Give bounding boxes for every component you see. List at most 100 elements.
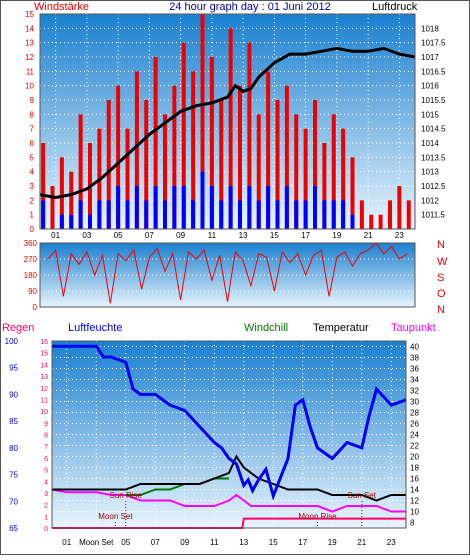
temperature-tick-label: 20 [410, 453, 419, 462]
humidity-label: Luftfeuchte [68, 322, 122, 334]
wind-gust-bar [256, 114, 261, 229]
wind-tick-label: 10 [25, 82, 34, 91]
direction-tick-label: 0 [33, 303, 38, 312]
wind-average-bar [144, 200, 149, 229]
wind-tick-label: 13 [25, 39, 34, 48]
wind-tick-label: 14 [25, 24, 34, 33]
wind-average-bar [238, 200, 242, 229]
wind-x-tick-label: 21 [364, 231, 373, 240]
pressure-tick-label: 1013 [421, 168, 439, 177]
rain-tick-label: 10 [40, 409, 48, 416]
humidity-tick-label: 75 [9, 471, 18, 480]
rain-tick-label: 5 [44, 468, 48, 475]
wind-average-bar [200, 171, 205, 229]
wind-average-bar [181, 186, 186, 229]
rain-tick-label: 8 [44, 433, 48, 440]
pressure-tick-label: 1014 [421, 139, 439, 148]
wind-gust-bar [78, 114, 83, 229]
wind-gust-bar [294, 114, 299, 229]
wind-x-tick-label: 03 [82, 231, 91, 240]
wind-x-ticks: 01 03 05 07 09 11 13 15 17 19 21 23 [51, 231, 404, 240]
wind-gust-bars [41, 14, 411, 230]
chart-title: 24 hour graph day : 01 Juni 2012 [169, 1, 330, 13]
compass-label: S [437, 272, 444, 284]
wind-pressure-panel: 24 hour graph day : 01 Juni 2012 Windstä… [25, 1, 446, 240]
direction-plot-border [39, 242, 416, 308]
wind-gust-bar [266, 71, 271, 229]
rain-tick-label: 6 [44, 456, 48, 463]
pressure-tick-label: 1014.5 [421, 125, 446, 134]
wind-x-tick-label: 11 [208, 231, 217, 240]
temperature-tick-label: 8 [410, 519, 415, 528]
wind-gust-bar [238, 85, 242, 230]
wind-tick-label: 8 [30, 110, 35, 119]
rain-tick-label: 3 [44, 491, 48, 498]
temperature-tick-label: 16 [410, 475, 419, 484]
wind-average-bar [116, 186, 121, 229]
humidity-x-tick-label: 11 [210, 538, 219, 547]
humidity-tick-label: 95 [9, 364, 18, 373]
humidity-x-tick-label: 01 [62, 538, 71, 547]
wind-gust-bar [350, 157, 355, 229]
wind-gust-bar [172, 85, 177, 230]
wind-tick-label: 7 [30, 125, 35, 134]
pressure-tick-label: 1013.5 [421, 153, 446, 162]
wind-direction-line [47, 242, 408, 304]
wind-average-bar [88, 214, 92, 229]
pressure-tick-label: 1012.5 [421, 182, 446, 191]
temperature-tick-label: 34 [410, 376, 419, 385]
pressure-tick-label: 1017.5 [421, 39, 446, 48]
humidity-plot-border [51, 340, 407, 529]
humidity-x-tick-label: 23 [387, 538, 396, 547]
wind-gust-bar [284, 85, 289, 230]
wind-tick-label: 15 [25, 10, 34, 19]
humidity-axis-ticks: 65 70 75 80 85 90 95 100 [5, 337, 19, 533]
wind-gust-bar [59, 157, 64, 229]
wind-average-bar [125, 200, 130, 229]
rain-tick-label: 11 [41, 397, 48, 404]
compass-label: O [437, 288, 446, 300]
wind-average-bar [341, 200, 346, 229]
wind-average-bar [209, 186, 214, 229]
humidity-tick-label: 85 [9, 417, 18, 426]
humidity-x-tick-label: 13 [239, 538, 248, 547]
wind-average-bar [247, 186, 252, 229]
humidity-x-tick-label: Moon Set [79, 538, 114, 547]
wind-average-bar [97, 200, 102, 229]
wind-average-bar [59, 214, 64, 229]
temperature-tick-label: 24 [410, 431, 419, 440]
wind-gust-bar [359, 200, 364, 229]
wind-x-tick-label: 07 [145, 231, 154, 240]
wind-gust-bar [41, 143, 46, 229]
wind-tick-label: 12 [25, 53, 34, 62]
direction-tick-label: 180 [24, 271, 38, 280]
wind-average-bar [313, 186, 317, 229]
wind-gust-bar [303, 128, 308, 229]
wind-average-bar [322, 200, 327, 229]
wind-plot-border [39, 13, 416, 230]
wind-gust-bar [219, 100, 224, 229]
wind-x-tick-label: 13 [239, 231, 248, 240]
wind-plot-area [40, 14, 415, 229]
wind-gust-bar [378, 214, 383, 229]
wind-tick-label: 2 [30, 196, 35, 205]
wind-gust-bar [153, 57, 158, 229]
wind-average-bar [303, 200, 308, 229]
temperature-tick-label: 26 [410, 420, 419, 429]
wind-average-bar [228, 186, 233, 229]
humidity-tick-label: 90 [9, 390, 18, 399]
wind-gust-bar [163, 114, 167, 229]
annotation-label: Moon Rise [298, 512, 337, 521]
wind-x-tick-label: 17 [301, 231, 310, 240]
left-axis-label-wind: Windstärke [34, 1, 89, 13]
pressure-tick-label: 1015 [421, 110, 439, 119]
rain-tick-label: 0 [44, 526, 48, 533]
pressure-tick-label: 1016 [421, 82, 439, 91]
humidity-temperature-panel: Regen Luftfeuchte Windchill Temperatur T… [2, 322, 436, 547]
pressure-tick-label: 1017 [421, 53, 439, 62]
temperature-tick-label: 32 [410, 387, 419, 396]
temperature-tick-label: 22 [410, 442, 419, 451]
rain-tick-label: 9 [44, 421, 48, 428]
humidity-tick-label: 100 [5, 337, 19, 346]
